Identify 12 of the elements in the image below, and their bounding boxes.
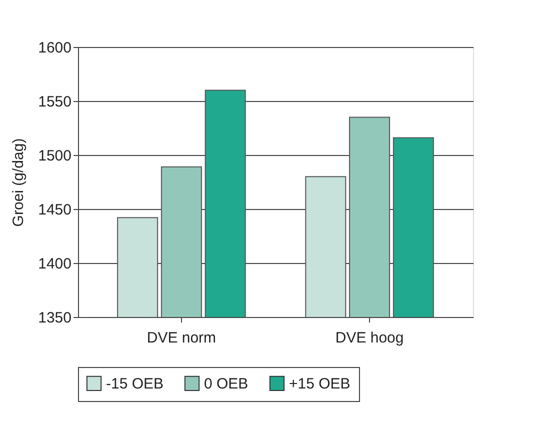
legend-label: 0 OEB	[204, 375, 248, 392]
y-tick-label: 1600	[38, 40, 72, 56]
y-tick-label: 1350	[38, 310, 72, 326]
y-tick-label: 1550	[38, 94, 72, 110]
legend-label: -15 OEB	[106, 375, 164, 392]
x-tick-label: DVE hoog	[335, 330, 404, 346]
y-tick-label: 1450	[38, 202, 72, 218]
y-tick-label: 1500	[38, 148, 72, 164]
legend-label: +15 OEB	[289, 375, 350, 392]
y-axis-title: Groei (g/dag)	[10, 138, 28, 227]
y-tick-label: 1400	[38, 256, 72, 272]
x-tick-label: DVE norm	[146, 330, 216, 346]
